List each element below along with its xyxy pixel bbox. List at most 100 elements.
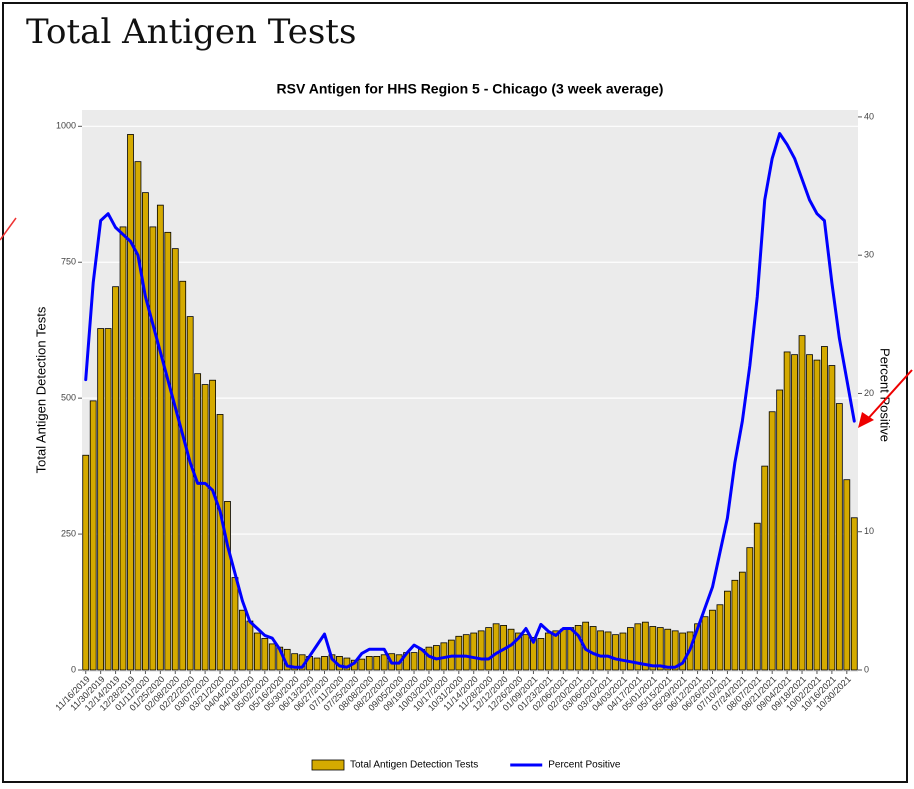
bar xyxy=(239,609,246,671)
bar xyxy=(843,479,851,671)
line xyxy=(84,132,856,669)
bar xyxy=(627,627,634,671)
bar xyxy=(156,204,164,671)
bar xyxy=(119,226,127,671)
bar xyxy=(567,627,575,671)
bar xyxy=(731,579,739,671)
bar xyxy=(186,316,194,671)
bar xyxy=(776,389,784,671)
bar xyxy=(828,365,836,671)
bar xyxy=(313,657,321,671)
bar xyxy=(515,632,522,671)
bar xyxy=(89,400,97,671)
bar xyxy=(537,638,545,671)
y-axis-title: Total Antigen Detection Tests xyxy=(33,306,48,473)
bar xyxy=(798,335,806,671)
bar xyxy=(462,634,470,671)
y2-tick-label: 0 xyxy=(864,664,869,674)
bar xyxy=(216,414,224,671)
bar xyxy=(835,403,843,671)
bar xyxy=(701,616,709,671)
y-tick-label: 0 xyxy=(71,664,76,674)
legend-label: Total Antigen Detection Tests xyxy=(350,760,478,771)
legend-label: Percent Positive xyxy=(548,760,621,771)
bar xyxy=(783,351,791,671)
bar xyxy=(246,620,254,671)
bar xyxy=(574,625,582,671)
bar xyxy=(768,411,776,671)
bar xyxy=(619,632,627,671)
y2-axis-title: Percent Positive xyxy=(878,348,893,442)
bar xyxy=(253,632,261,671)
bar xyxy=(634,623,642,671)
bar xyxy=(492,623,500,671)
bar xyxy=(821,346,828,671)
annotation-arrow xyxy=(0,217,17,241)
y2-tick-label: 40 xyxy=(864,111,874,121)
y2-tick-label: 10 xyxy=(864,526,874,536)
bar xyxy=(209,379,216,671)
bar xyxy=(380,654,388,671)
bar xyxy=(127,134,134,671)
bar xyxy=(791,354,798,671)
bar xyxy=(597,630,604,671)
bar xyxy=(82,454,90,671)
bar xyxy=(365,656,373,671)
bar xyxy=(694,623,701,671)
bar xyxy=(425,646,433,671)
bar xyxy=(761,465,769,671)
bar xyxy=(477,630,485,671)
bar xyxy=(142,192,149,671)
legend-swatch xyxy=(311,759,345,771)
bar xyxy=(679,632,687,671)
bar xyxy=(164,231,172,671)
bar xyxy=(530,636,537,671)
bar xyxy=(224,501,231,671)
bar xyxy=(373,656,381,671)
bar xyxy=(656,627,664,671)
bar xyxy=(455,635,463,671)
bar xyxy=(813,359,821,671)
bar xyxy=(231,577,239,671)
bar xyxy=(97,328,105,671)
bar xyxy=(268,643,276,671)
y2-tick-label: 20 xyxy=(864,388,874,398)
y-tick-label: 1000 xyxy=(56,121,76,131)
y-tick-label: 500 xyxy=(61,393,76,403)
bar xyxy=(589,626,597,671)
bar xyxy=(753,522,761,671)
bar xyxy=(664,628,672,671)
bar xyxy=(194,373,202,671)
bar xyxy=(179,280,187,671)
bar xyxy=(671,630,679,671)
bar xyxy=(261,638,269,671)
bar xyxy=(410,652,418,671)
chart-title: RSV Antigen for HHS Region 5 - Chicago (… xyxy=(277,81,664,97)
page-title: Total Antigen Tests xyxy=(26,12,357,52)
annotation-arrowhead xyxy=(858,412,874,428)
bar xyxy=(649,626,657,671)
bar xyxy=(552,630,560,671)
bar xyxy=(604,631,612,671)
y-tick-label: 750 xyxy=(61,257,76,267)
bar xyxy=(104,328,112,671)
bar xyxy=(612,634,619,671)
bar xyxy=(507,628,515,671)
y2-tick-label: 30 xyxy=(864,250,874,260)
bar xyxy=(149,226,157,671)
bar xyxy=(709,609,716,671)
bar xyxy=(641,621,649,671)
bar xyxy=(112,286,119,671)
bar xyxy=(358,658,366,671)
bar xyxy=(201,384,209,671)
annotation-arrow xyxy=(864,369,913,423)
bar xyxy=(544,632,552,671)
bar xyxy=(134,161,142,671)
bar xyxy=(470,632,478,671)
y-tick-label: 250 xyxy=(61,528,76,538)
bar xyxy=(850,517,858,671)
bar xyxy=(485,627,493,671)
bar xyxy=(806,354,813,671)
